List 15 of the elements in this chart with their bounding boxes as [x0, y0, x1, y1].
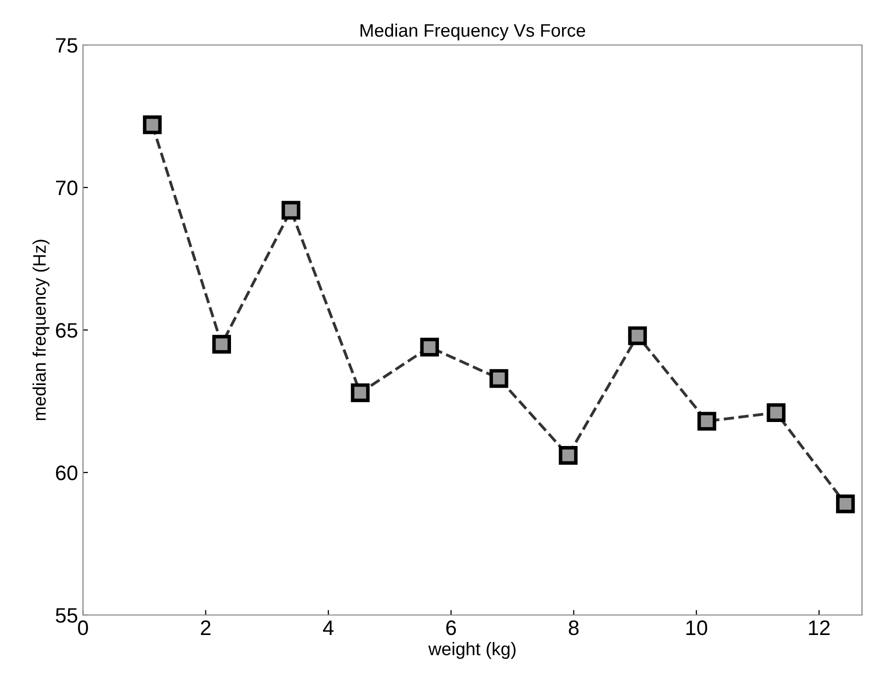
- x-tick-label: 0: [78, 620, 88, 636]
- y-tick-label: 70: [56, 180, 78, 196]
- chart-title: Median Frequency Vs Force: [360, 24, 586, 40]
- y-axis-title: median frequency (Hz): [32, 240, 50, 420]
- x-tick-label: 2: [200, 620, 210, 635]
- y-tick-label: 75: [56, 38, 78, 53]
- x-tick-label: 12: [809, 620, 830, 635]
- x-tick-label: 4: [323, 620, 334, 635]
- y-tick-label: 65: [56, 323, 78, 338]
- x-tick-label: 10: [686, 620, 708, 636]
- x-tick-label: 8: [568, 620, 579, 636]
- x-tick-label: 6: [446, 620, 456, 636]
- x-axis-title: weight (kg): [428, 642, 516, 659]
- y-tick-label: 60: [56, 466, 78, 480]
- y-tick-label: 55: [56, 608, 78, 623]
